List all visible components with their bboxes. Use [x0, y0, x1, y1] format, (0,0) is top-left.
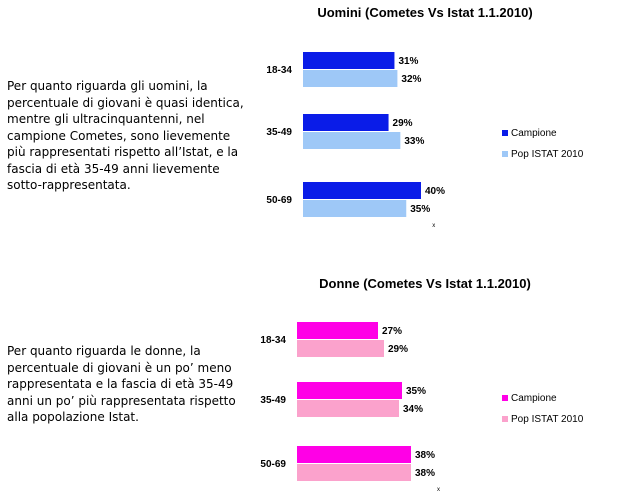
men-bar-campione: [303, 52, 395, 69]
men-description-paragraph: Per quanto riguarda gli uomini, la perce…: [7, 79, 244, 192]
men-data-label: 32%: [401, 74, 421, 85]
men-legend-swatch: [502, 130, 508, 136]
women-data-label: 34%: [403, 404, 423, 415]
women-category-label: 18-34: [260, 335, 286, 346]
women-bar-istat: [297, 340, 384, 357]
men-bar-istat: [303, 132, 401, 149]
women-legend-label: Pop ISTAT 2010: [511, 414, 584, 425]
men-category-label: 35-49: [266, 127, 292, 138]
women-bar-campione: [297, 382, 402, 399]
women-note-mark: x: [437, 487, 440, 493]
men-legend-label: Pop ISTAT 2010: [511, 149, 584, 160]
men-legend-label: Campione: [511, 128, 557, 139]
women-data-label: 29%: [388, 344, 408, 355]
women-bar-istat: [297, 464, 411, 481]
women-category-label: 50-69: [260, 459, 286, 470]
women-bar-campione: [297, 446, 411, 463]
women-bar-istat: [297, 400, 399, 417]
men-data-label: 35%: [410, 204, 430, 215]
men-note-mark: x: [432, 223, 435, 229]
women-data-label: 35%: [406, 386, 426, 397]
men-bar-campione: [303, 182, 421, 199]
men-data-label: 40%: [425, 186, 445, 197]
men-bar-istat: [303, 70, 398, 87]
men-chart-title: Uomini (Cometes Vs Istat 1.1.2010): [317, 5, 532, 20]
men-bar-istat: [303, 200, 407, 217]
men-category-label: 50-69: [266, 195, 292, 206]
men-data-label: 33%: [404, 136, 424, 147]
women-data-label: 27%: [382, 326, 402, 337]
men-bar-campione: [303, 114, 389, 131]
women-description-paragraph: Per quanto riguarda le donne, la percent…: [7, 344, 236, 424]
women-chart-title: Donne (Cometes Vs Istat 1.1.2010): [319, 276, 531, 291]
women-data-label: 38%: [415, 468, 435, 479]
women-legend-swatch: [502, 395, 508, 401]
women-legend-label: Campione: [511, 393, 557, 404]
men-data-label: 31%: [398, 56, 418, 67]
women-legend-swatch: [502, 416, 508, 422]
men-category-label: 18-34: [266, 65, 292, 76]
women-bar-campione: [297, 322, 378, 339]
women-data-label: 38%: [415, 450, 435, 461]
men-legend-swatch: [502, 151, 508, 157]
women-category-label: 35-49: [260, 395, 286, 406]
men-data-label: 29%: [393, 118, 413, 129]
